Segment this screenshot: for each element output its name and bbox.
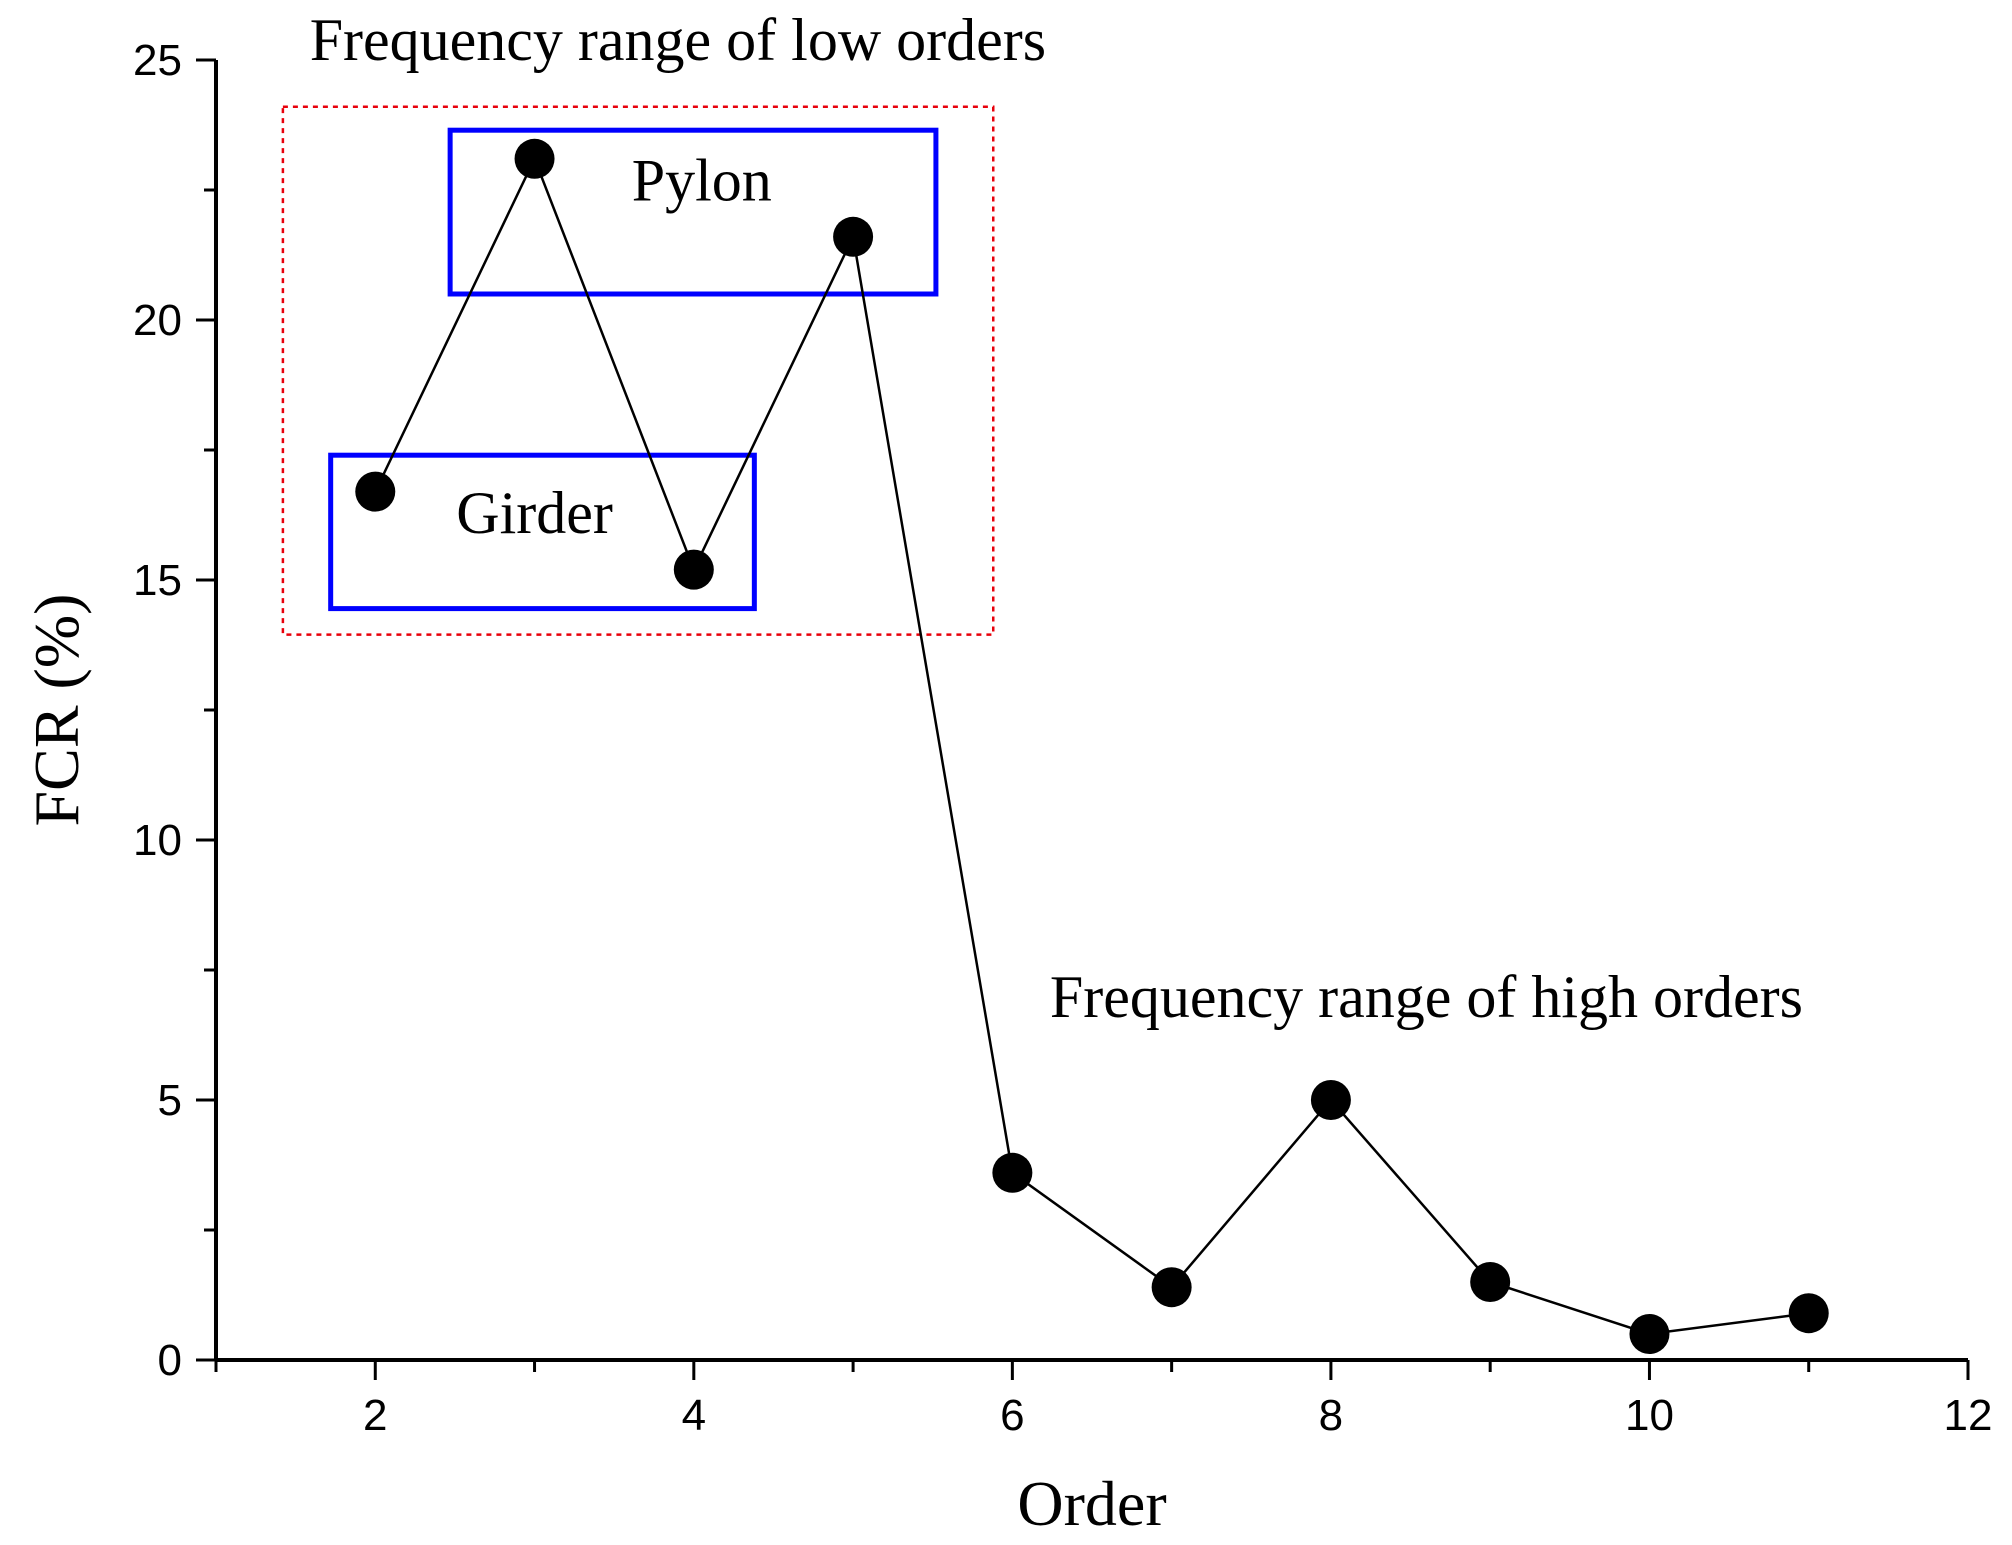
y-tick-label: 20 — [133, 296, 182, 345]
series-line — [374, 155, 1809, 1336]
data-point — [514, 138, 555, 179]
y-axis-title: FCR (%) — [21, 594, 92, 827]
y-tick-label: 15 — [133, 556, 182, 605]
annotation-low-orders: Frequency range of low orders — [310, 7, 1046, 73]
data-point — [992, 1152, 1033, 1193]
y-ticks: 0 5 10 15 20 25 — [133, 36, 216, 1385]
x-tick-label: 6 — [1000, 1391, 1024, 1440]
data-point — [355, 471, 396, 512]
data-point — [673, 549, 714, 590]
x-tick-label: 12 — [1944, 1391, 1993, 1440]
annotation-high-orders: Frequency range of high orders — [1050, 964, 1803, 1030]
annotations: Frequency range of low orders Frequency r… — [310, 7, 1803, 1030]
annotation-pylon: Pylon — [632, 147, 772, 213]
x-tick-label: 8 — [1319, 1391, 1343, 1440]
x-tick-label: 4 — [682, 1391, 706, 1440]
data-point — [1788, 1293, 1829, 1334]
data-point — [1470, 1262, 1511, 1302]
pylon-box — [447, 127, 939, 297]
x-tick-label: 2 — [363, 1391, 387, 1440]
highlight-regions — [281, 105, 995, 636]
axes — [214, 60, 1968, 1362]
y-tick-label: 5 — [158, 1076, 182, 1125]
x-ticks: 2 4 6 8 10 12 — [214, 1360, 1993, 1440]
x-tick-label: 10 — [1625, 1391, 1674, 1440]
low-orders-region — [281, 105, 995, 636]
data-point — [833, 216, 874, 257]
y-tick-label: 10 — [133, 816, 182, 865]
data-point — [1310, 1080, 1351, 1120]
data-point — [1629, 1314, 1670, 1354]
girder-box — [328, 452, 757, 612]
x-axis-title: Order — [1017, 1468, 1166, 1539]
data-point — [1151, 1267, 1192, 1308]
series — [355, 138, 1829, 1354]
annotation-girder: Girder — [456, 480, 613, 546]
y-tick-label: 25 — [133, 36, 182, 85]
y-tick-label: 0 — [158, 1336, 182, 1385]
